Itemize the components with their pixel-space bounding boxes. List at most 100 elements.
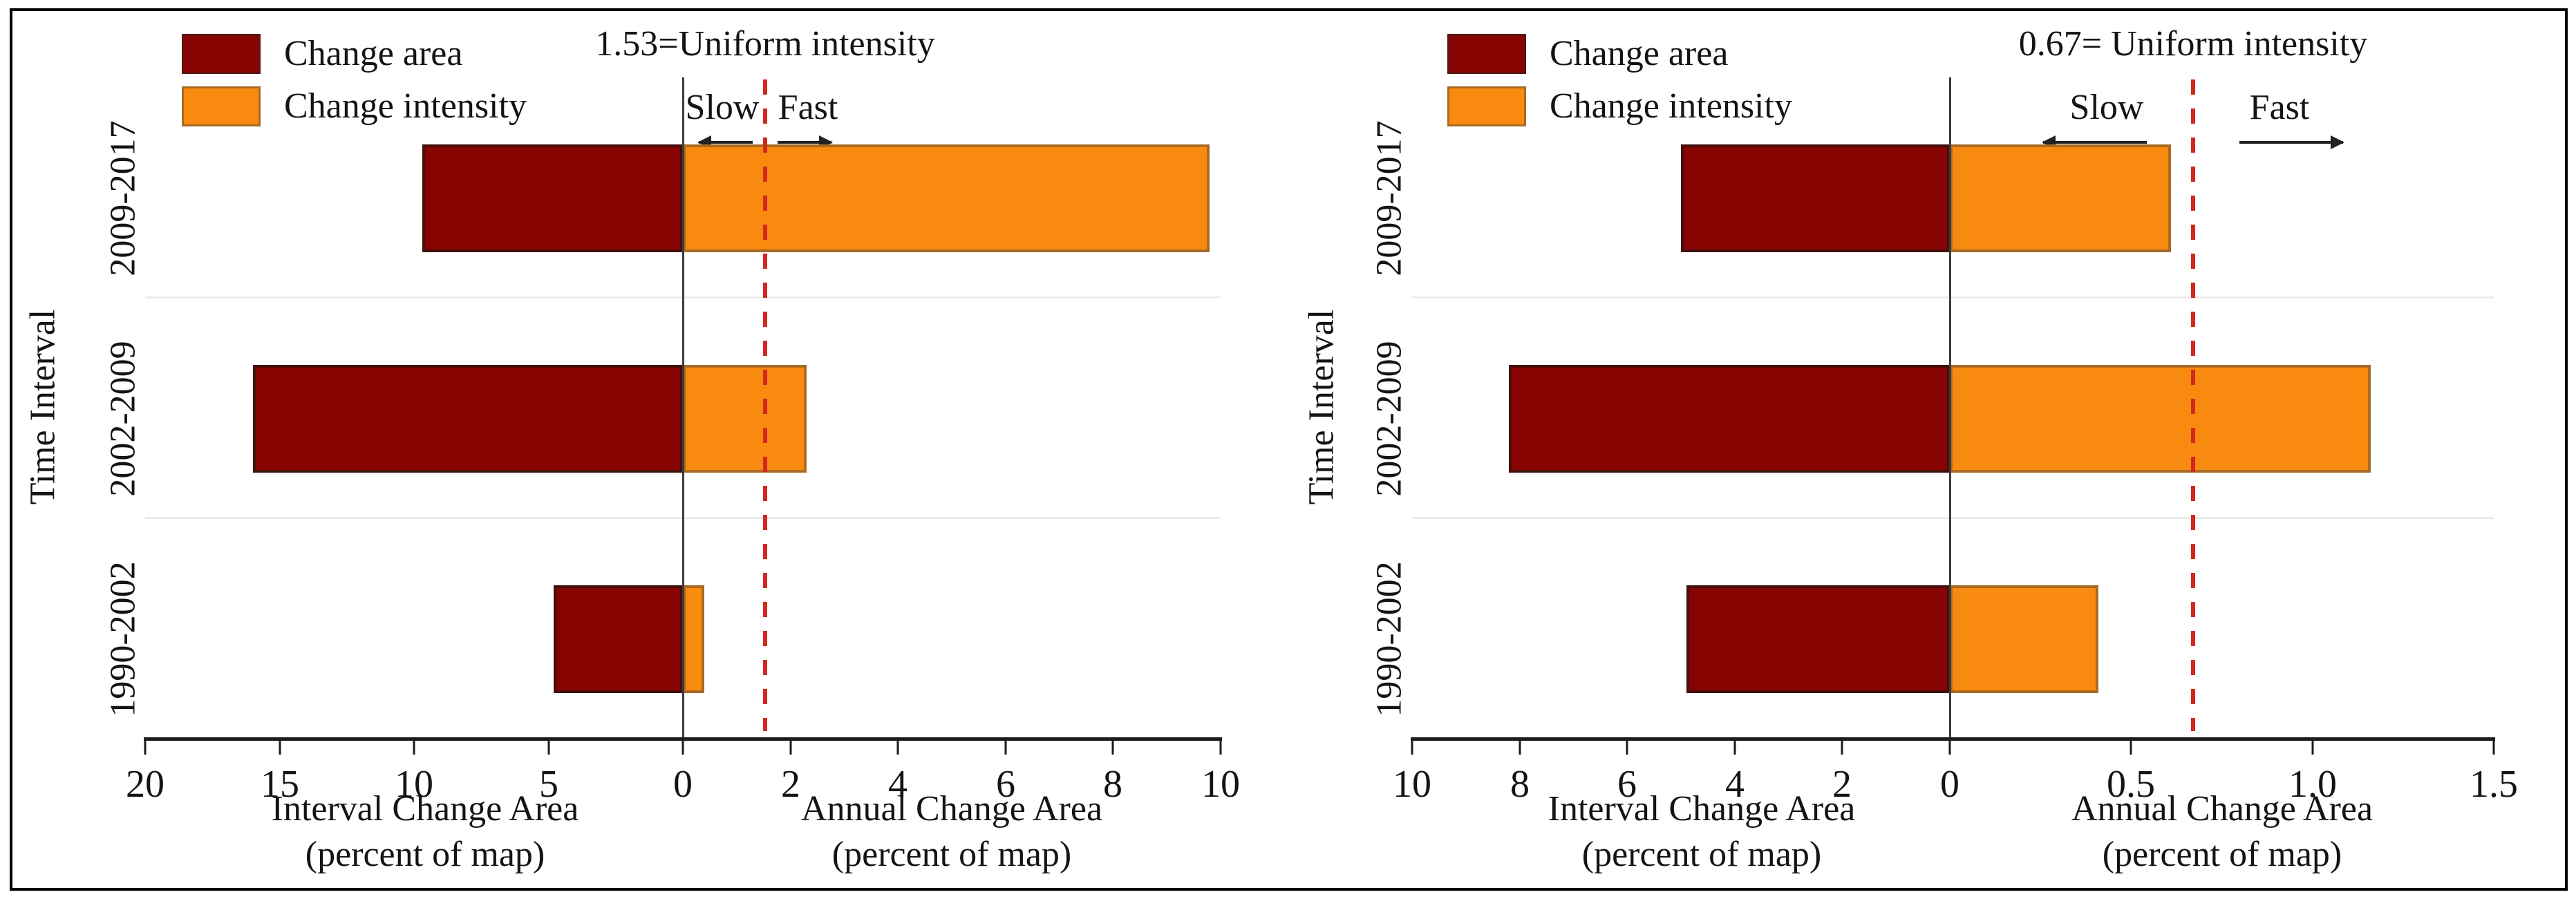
change-area-bar bbox=[253, 365, 683, 473]
category-label-1990-2002: 1990-2002 bbox=[103, 561, 143, 717]
axis-tick bbox=[896, 741, 899, 755]
axis-tick-label: 1.5 bbox=[2470, 763, 2518, 806]
axis-tick-label: 8 bbox=[1103, 763, 1122, 806]
right-axis-title-line1: Annual Change Area bbox=[800, 789, 1103, 829]
axis-tick bbox=[1219, 741, 1222, 755]
right-axis-title-line1: Annual Change Area bbox=[2071, 789, 2373, 829]
axis-tick-label: 2 bbox=[1832, 763, 1852, 806]
category-label-1990-2002: 1990-2002 bbox=[1369, 561, 1409, 717]
fast-arrow-icon bbox=[2239, 135, 2344, 149]
category-label-2002-2009: 2002-2009 bbox=[1369, 341, 1409, 497]
change-intensity-bar bbox=[1950, 144, 2171, 252]
right-axis-title-line2: (percent of map) bbox=[2102, 835, 2342, 874]
axis-tick-label: 6 bbox=[996, 763, 1015, 806]
axis-tick bbox=[413, 741, 415, 755]
right-axis-title: Annual Change Area (percent of map) bbox=[801, 786, 1102, 878]
change-intensity-bar bbox=[683, 365, 807, 473]
axis-tick bbox=[2130, 741, 2132, 755]
slow-label: Slow bbox=[2069, 88, 2144, 127]
axis-tick bbox=[1411, 741, 1413, 755]
axis-tick bbox=[1626, 741, 1628, 755]
legend-label-change-area: Change area bbox=[284, 34, 463, 73]
axis-tick bbox=[547, 741, 550, 755]
x-axis-line bbox=[1411, 737, 2495, 741]
left-axis-title-line2: (percent of map) bbox=[1581, 835, 1822, 874]
left-axis-title: Interval Change Area (percent of map) bbox=[272, 786, 579, 878]
row-separator-line bbox=[1412, 296, 2494, 299]
axis-tick-label: 8 bbox=[1510, 763, 1530, 806]
axis-tick-label: 0.5 bbox=[2107, 763, 2155, 806]
fast-arrow-icon bbox=[778, 135, 833, 149]
legend-item-change-area: Change area bbox=[182, 33, 527, 75]
axis-tick-label: 1.0 bbox=[2288, 763, 2337, 806]
change-area-swatch bbox=[182, 34, 261, 74]
axis-tick-label: 0 bbox=[673, 763, 693, 806]
change-intensity-bar bbox=[1950, 365, 2371, 473]
change-area-bar bbox=[554, 585, 683, 693]
axis-tick-label: 4 bbox=[1725, 763, 1745, 806]
axis-tick bbox=[144, 741, 147, 755]
x-axis-line bbox=[144, 737, 1222, 741]
uniform-intensity-annotation: 0.67= Uniform intensity bbox=[2018, 24, 2368, 64]
axis-tick bbox=[279, 741, 281, 755]
axis-tick-label: 10 bbox=[1393, 763, 1431, 806]
axis-tick-label: 5 bbox=[539, 763, 558, 806]
left-intensity-chart-panel: Change area Change intensity 1.53=Unifor… bbox=[23, 24, 1241, 878]
change-area-swatch bbox=[1447, 34, 1526, 74]
legend-item-change-intensity: Change intensity bbox=[182, 86, 527, 127]
axis-tick bbox=[681, 741, 684, 755]
y-axis-title: Time Interval bbox=[23, 309, 63, 505]
legend-item-change-intensity: Change intensity bbox=[1447, 86, 1792, 127]
category-label-2009-2017: 2009-2017 bbox=[1369, 120, 1409, 276]
category-label-2009-2017: 2009-2017 bbox=[103, 120, 143, 276]
axis-tick bbox=[1948, 741, 1951, 755]
axis-tick bbox=[1004, 741, 1007, 755]
slow-label: Slow bbox=[685, 88, 760, 127]
left-axis-title-line1: Interval Change Area bbox=[271, 789, 579, 829]
legend: Change area Change intensity bbox=[1447, 33, 1792, 127]
axis-tick bbox=[1733, 741, 1736, 755]
axis-tick bbox=[1841, 741, 1843, 755]
axis-tick-label: 0 bbox=[1940, 763, 1959, 806]
right-axis-title-line2: (percent of map) bbox=[831, 835, 1072, 874]
change-intensity-swatch bbox=[182, 86, 261, 126]
right-axis-title: Annual Change Area (percent of map) bbox=[2071, 786, 2373, 878]
axis-tick-label: 15 bbox=[261, 763, 299, 806]
uniform-intensity-annotation: 1.53=Uniform intensity bbox=[595, 24, 935, 64]
axis-tick-label: 4 bbox=[888, 763, 908, 806]
axis-tick bbox=[1111, 741, 1114, 755]
change-intensity-bar bbox=[683, 144, 1210, 252]
change-intensity-bar bbox=[683, 585, 704, 693]
axis-tick-label: 20 bbox=[126, 763, 164, 806]
uniform-intensity-line bbox=[763, 79, 767, 731]
axis-tick-label: 10 bbox=[1201, 763, 1240, 806]
fast-label: Fast bbox=[778, 88, 838, 127]
axis-tick bbox=[789, 741, 792, 755]
change-intensity-bar bbox=[1950, 585, 2098, 693]
left-axis-title: Interval Change Area (percent of map) bbox=[1548, 786, 1856, 878]
uniform-intensity-line bbox=[2191, 79, 2195, 731]
category-label-2002-2009: 2002-2009 bbox=[103, 341, 143, 497]
legend-label-change-area: Change area bbox=[1550, 34, 1729, 73]
legend-label-change-intensity: Change intensity bbox=[1550, 86, 1792, 126]
change-area-bar bbox=[1509, 365, 1950, 473]
zero-axis-line bbox=[682, 77, 684, 737]
axis-tick bbox=[2311, 741, 2314, 755]
axis-tick-label: 6 bbox=[1617, 763, 1637, 806]
legend-item-change-area: Change area bbox=[1447, 33, 1792, 75]
y-axis-title: Time Interval bbox=[1301, 309, 1342, 505]
axis-tick-label: 10 bbox=[395, 763, 433, 806]
row-separator-line bbox=[1412, 517, 2494, 519]
legend: Change area Change intensity bbox=[182, 33, 527, 127]
change-intensity-swatch bbox=[1447, 86, 1526, 126]
fast-label: Fast bbox=[2249, 88, 2310, 127]
left-axis-title-line1: Interval Change Area bbox=[1548, 789, 1856, 829]
legend-label-change-intensity: Change intensity bbox=[284, 86, 527, 126]
slow-arrow-icon bbox=[697, 135, 753, 149]
slow-arrow-icon bbox=[2042, 135, 2147, 149]
axis-tick-label: 2 bbox=[781, 763, 800, 806]
left-axis-title-line2: (percent of map) bbox=[305, 835, 545, 874]
change-area-bar bbox=[422, 144, 683, 252]
change-area-bar bbox=[1686, 585, 1950, 693]
change-area-bar bbox=[1681, 144, 1950, 252]
